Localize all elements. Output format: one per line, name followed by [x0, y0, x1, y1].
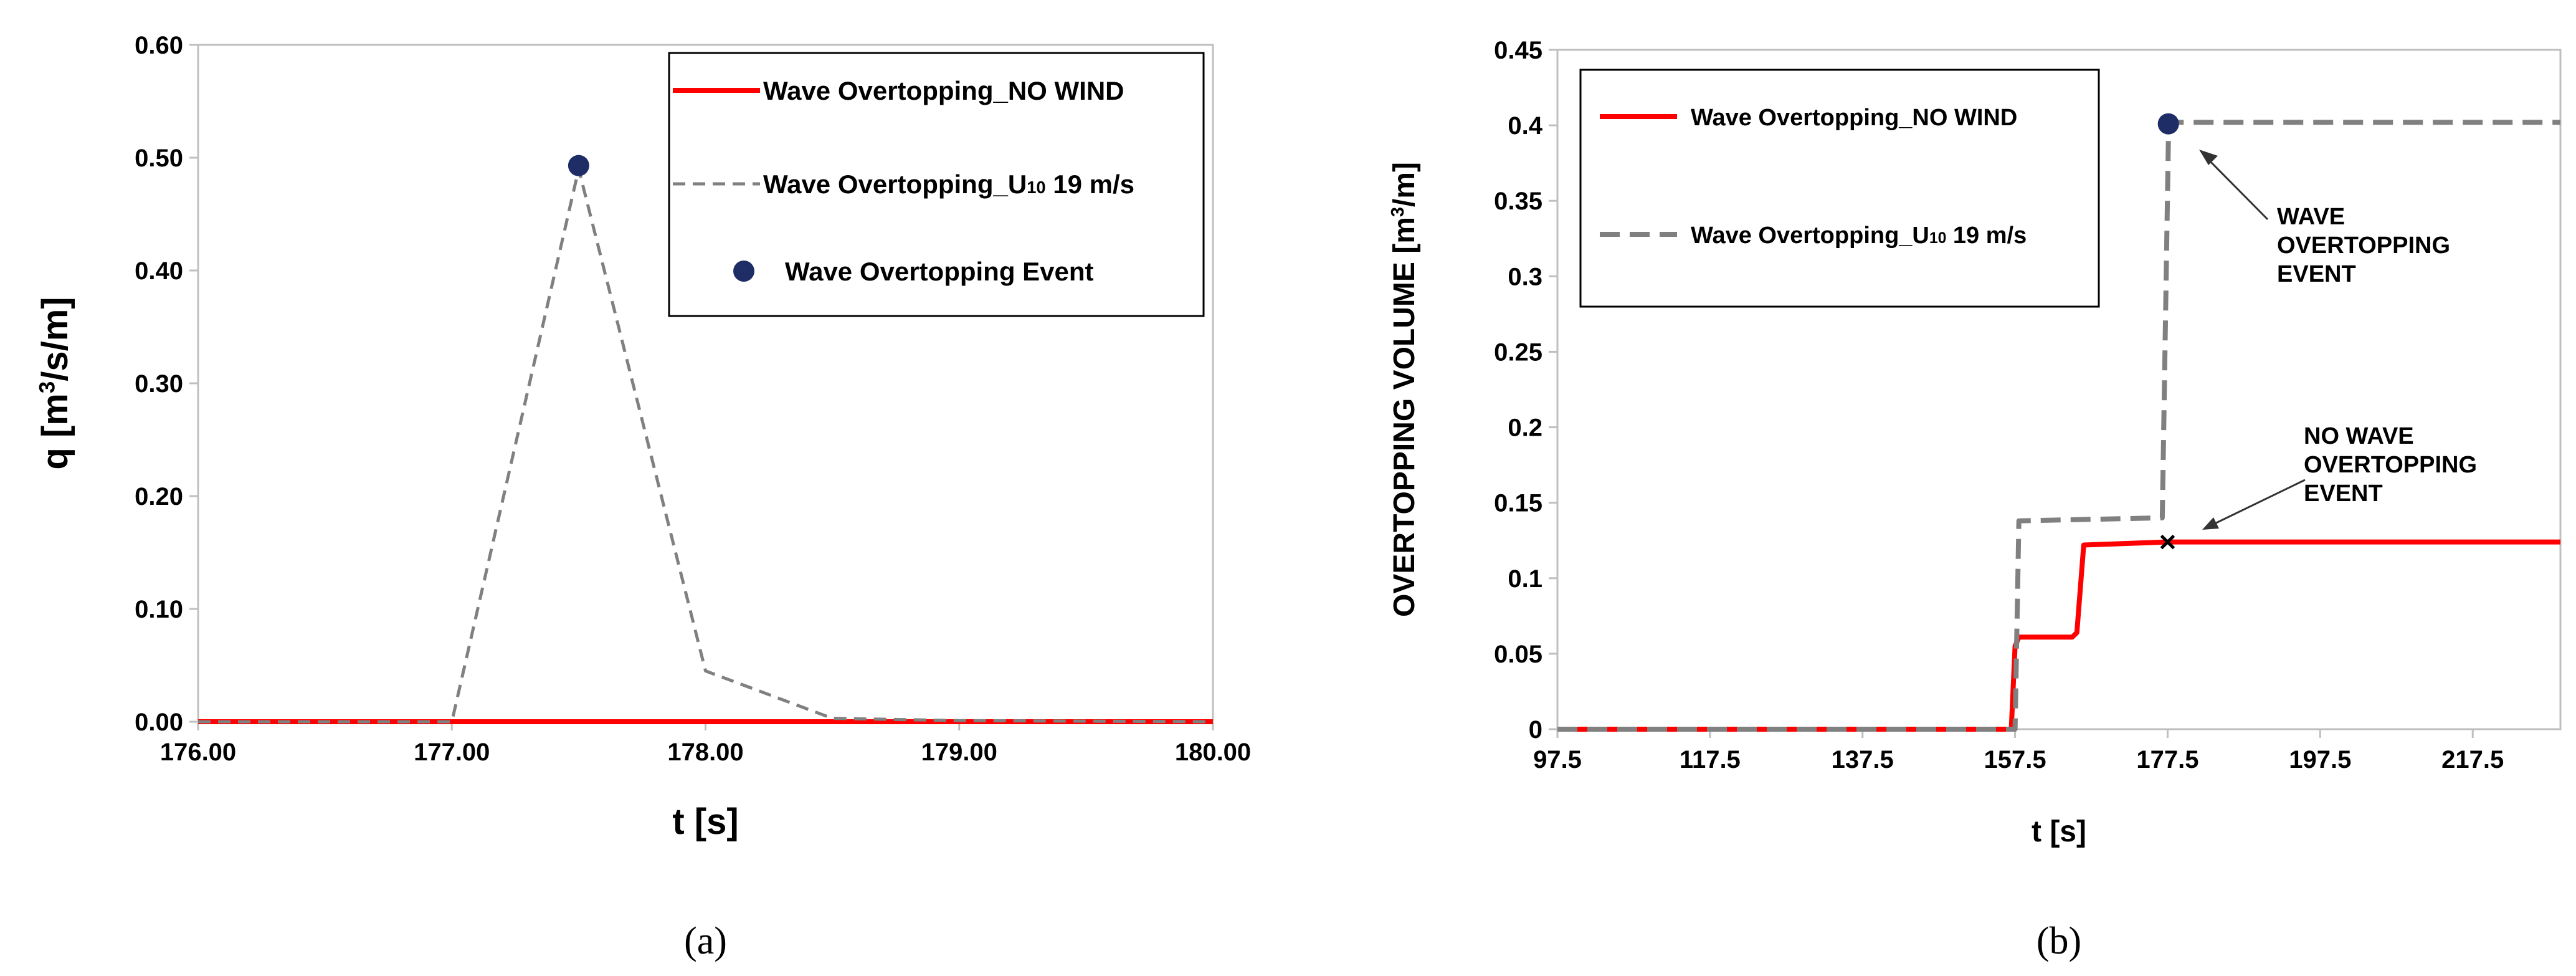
x-tick-label: 217.5 — [2441, 746, 2504, 773]
legend-label-no-wind: Wave Overtopping_NO WIND — [1691, 105, 2017, 131]
y-tick-label: 0.60 — [135, 32, 183, 59]
y-axis-label-part: 3 — [1388, 207, 1408, 217]
y-tick-label: 0.35 — [1494, 188, 1542, 215]
y-axis-label-part: 3 — [36, 381, 60, 393]
y-tick-label: 0.50 — [135, 145, 183, 172]
legend-label-u10: Wave Overtopping_U10 19 m/s — [763, 170, 1134, 199]
annotation-line: NO WAVE — [2304, 423, 2414, 449]
y-tick-label: 0.40 — [135, 257, 183, 285]
x-tick-label: 177.5 — [2136, 746, 2198, 773]
y-axis-label-part: /s/m] — [35, 297, 75, 381]
panel-a: 0.00 0.10 0.20 0.30 0.40 0.50 0.60 176.00 177.00… — [35, 32, 1251, 962]
x-tick-label: 179.00 — [921, 739, 997, 766]
legend-label-u10-part: Wave Overtopping_U — [1691, 222, 1929, 249]
panel-label: (b) — [2037, 920, 2081, 962]
annotation-line: OVERTOPPING — [2304, 452, 2477, 478]
y-tick-label: 0.45 — [1494, 37, 1542, 64]
x-tick-label: 178.00 — [667, 739, 743, 766]
legend-label-u10-part: 19 m/s — [1946, 222, 2027, 249]
y-axis-label-part: OVERTOPPING VOLUME [m — [1388, 217, 1421, 617]
y-tick-label: 0 — [1529, 716, 1542, 744]
x-tick-label: 180.00 — [1175, 739, 1251, 766]
y-tick-label: 0.20 — [135, 483, 183, 510]
y-tick-label: 0.05 — [1494, 641, 1542, 668]
annotation-line: OVERTOPPING — [2277, 232, 2450, 259]
y-tick-label: 0.10 — [135, 596, 183, 623]
annotation-arrowhead — [2199, 150, 2218, 165]
annotation-arrow — [2208, 479, 2306, 528]
x-tick-label: 157.5 — [1984, 746, 2046, 773]
series-line-no-wind — [1557, 539, 2560, 732]
y-tick-label: 0.2 — [1508, 414, 1542, 442]
x-tick-label: 176.00 — [160, 739, 236, 766]
y-tick-label: 0.1 — [1508, 565, 1542, 593]
legend-label-no-wind-part: Wave Overtopping_NO WIND — [1691, 105, 2017, 131]
annotation-line: EVENT — [2304, 481, 2383, 507]
legend-label-event-part: Wave Overtopping Event — [785, 257, 1094, 286]
x-tick-label: 97.5 — [1533, 746, 1582, 773]
legend-label-u10-part: Wave Overtopping_U — [763, 170, 1027, 199]
plot-frame — [1556, 49, 2562, 730]
y-tick-label: 0.30 — [135, 370, 183, 398]
no-event-marker — [2160, 534, 2175, 550]
series-line-u10 — [198, 167, 1214, 724]
x-tick-label: 137.5 — [1832, 746, 1894, 773]
annotation-line: WAVE — [2277, 204, 2345, 230]
panel-label: (a) — [684, 920, 727, 962]
y-tick-label: 0.15 — [1494, 490, 1542, 517]
y-axis-label-part: /m] — [1388, 162, 1421, 207]
legend-label-no-wind-part: Wave Overtopping_NO WIND — [763, 76, 1124, 105]
y-tick-label: 0.3 — [1508, 263, 1542, 290]
legend-label-u10-part: 10 — [1929, 230, 1946, 247]
legend-swatch-event — [733, 261, 754, 282]
x-tick-label: 177.00 — [414, 739, 490, 766]
annotation-line: EVENT — [2277, 261, 2356, 287]
x-tick-label: 197.5 — [2289, 746, 2351, 773]
y-tick-label: 0.4 — [1508, 112, 1542, 140]
x-axis-label: t [s] — [2032, 815, 2086, 848]
legend-label-u10-part: 10 — [1027, 178, 1045, 197]
overtopping-event-point — [568, 155, 589, 176]
annotation-arrow — [2202, 153, 2269, 221]
legend-label-u10: Wave Overtopping_U10 19 m/s — [1691, 222, 2027, 249]
y-tick-label: 0.25 — [1494, 338, 1542, 366]
x-axis-label: t [s] — [672, 801, 738, 842]
y-tick-label: 0.00 — [135, 709, 183, 736]
legend-label-event: Wave Overtopping Event — [785, 257, 1094, 286]
y-axis-label: OVERTOPPING VOLUME [m3/m] — [1388, 162, 1421, 617]
annotation-wave-overtopping-event: WAVE OVERTOPPING EVENT — [2277, 204, 2450, 287]
legend-label-no-wind: Wave Overtopping_NO WIND — [763, 76, 1124, 105]
legend-label-u10-part: 19 m/s — [1046, 170, 1134, 199]
annotation-no-wave-overtopping-event: NO WAVE OVERTOPPING EVENT — [2304, 423, 2477, 507]
annotation-arrowhead — [2202, 517, 2219, 530]
panel-b: 0 0.05 0.1 0.15 0.2 0.25 0.3 0.35 0.4 0.45 97.5 117… — [1388, 37, 2562, 962]
y-axis-label-part: q [m — [35, 393, 75, 469]
y-axis-label: q [m3/s/m] — [35, 297, 75, 469]
overtopping-event-point — [2157, 113, 2179, 135]
legend-box — [1579, 69, 2100, 308]
x-tick-label: 117.5 — [1680, 746, 1741, 773]
